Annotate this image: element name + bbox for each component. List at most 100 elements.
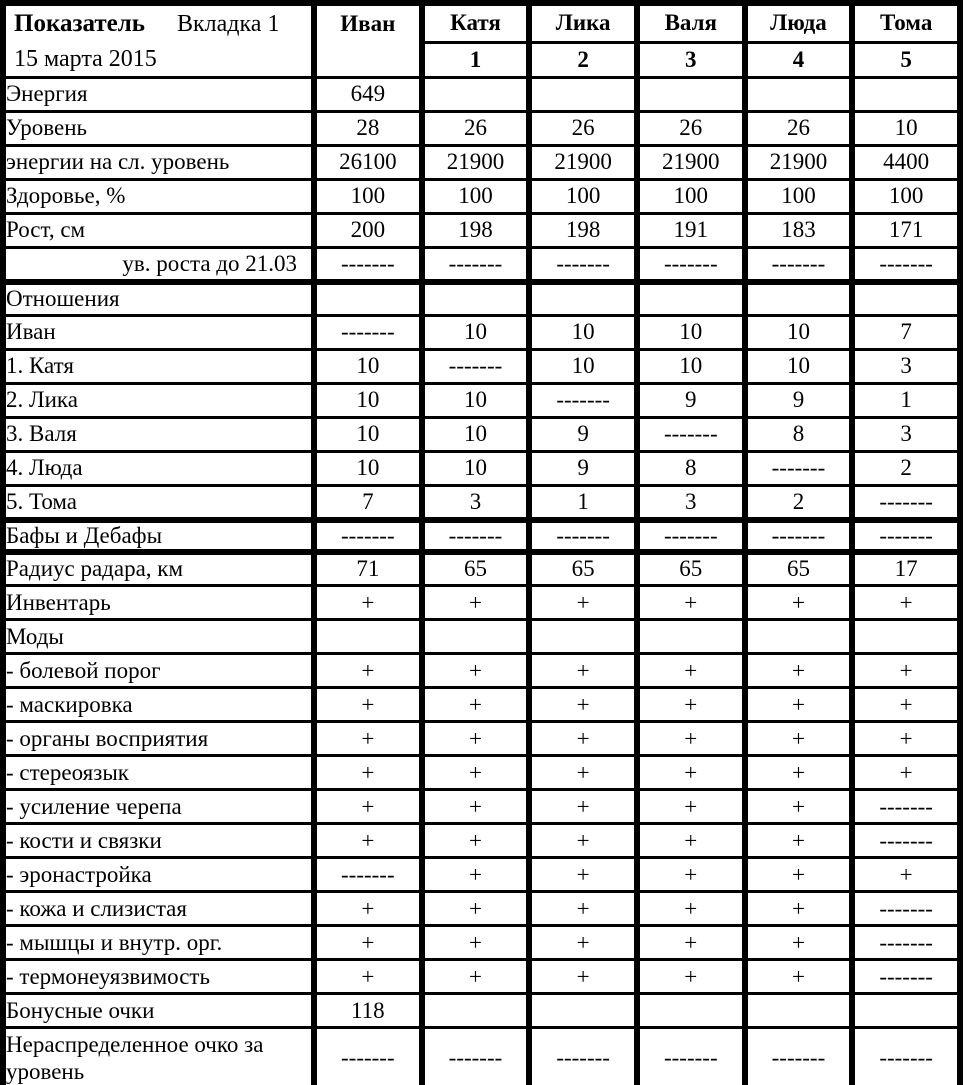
row-label: - органы восприятия [0, 720, 317, 758]
row-label: 4. Люда [0, 450, 317, 487]
table-cell [849, 992, 963, 1030]
table-cell: 21900 [633, 144, 748, 181]
table-cell: + [418, 856, 533, 894]
table-cell: + [418, 924, 533, 962]
table-cell: 10 [526, 348, 640, 385]
row-label: Уровень [0, 110, 317, 147]
table-cell: + [633, 822, 748, 860]
table-cell [741, 618, 856, 656]
table-cell: + [741, 652, 856, 690]
table-cell: 9 [526, 450, 640, 487]
table-cell: ------- [849, 246, 963, 285]
table-cell: 9 [741, 382, 856, 419]
table-cell: ------- [526, 246, 640, 285]
table-cell: 71 [311, 550, 425, 588]
table-cell: 10 [633, 348, 748, 385]
header-title-line: Показатель Вкладка 1 [9, 6, 308, 43]
row-label: - болевой порог [0, 652, 317, 690]
table-cell: ------- [311, 517, 425, 555]
table-cell [741, 992, 856, 1030]
table-cell: 100 [633, 178, 748, 215]
table-cell: + [311, 720, 425, 758]
table-cell: + [633, 652, 748, 690]
table-cell: ------- [418, 1026, 533, 1085]
table-row: - органы восприятия + + + + + + [0, 720, 963, 758]
table-cell: 10 [418, 314, 533, 351]
table-cell: + [526, 754, 640, 792]
table-cell: + [526, 890, 640, 928]
column-number: 2 [526, 40, 640, 80]
row-label: ув. роста до 21.03 [0, 246, 317, 285]
table-cell: + [418, 686, 533, 724]
row-label: Радиус радара, км [0, 550, 317, 588]
table-cell: + [311, 890, 425, 928]
table-cell: 2 [849, 450, 963, 487]
table-cell: + [849, 584, 963, 622]
table-cell: + [418, 754, 533, 792]
table-cell: ------- [849, 1026, 963, 1085]
table-cell: 10 [311, 416, 425, 453]
table-cell: 118 [311, 992, 425, 1030]
table-cell: + [741, 788, 856, 826]
table-cell: + [849, 856, 963, 894]
table-cell: + [311, 822, 425, 860]
column-number: 4 [741, 40, 856, 80]
table-cell: 100 [311, 178, 425, 215]
date-label: 15 марта 2015 [14, 45, 157, 72]
table-row: 3. Валя 10 10 9 ------- 8 3 [0, 416, 963, 453]
table-cell [526, 76, 640, 113]
header-row-numbers: 1 2 3 4 5 [3, 40, 963, 80]
table-cell: + [741, 584, 856, 622]
table-row: энергии на сл. уровень 26100 21900 21900 219… [0, 144, 963, 181]
table-cell: + [741, 754, 856, 792]
row-label: - термонеуязвимость [0, 958, 317, 996]
table-cell: + [741, 822, 856, 860]
table-cell: 7 [849, 314, 963, 351]
table-cell: 21900 [526, 144, 640, 181]
table-cell [633, 618, 748, 656]
table-cell: 21900 [741, 144, 856, 181]
row-label: Энергия [0, 76, 317, 113]
table-row: - стереоязык + + + + + + [0, 754, 963, 792]
table-cell: + [741, 958, 856, 996]
table-cell: + [418, 822, 533, 860]
table-row: Здоровье, % 100 100 100 100 100 100 [0, 178, 963, 215]
table-cell: 191 [633, 212, 748, 249]
table-cell: 10 [311, 450, 425, 487]
row-label: Бафы и Дебафы [0, 517, 317, 555]
table-row: 5. Тома 7 3 1 3 2 ------- [0, 484, 963, 523]
table-cell: + [526, 686, 640, 724]
table-row: ув. роста до 21.03 ------- ------- ------- -… [0, 246, 963, 285]
table-cell: ------- [741, 450, 856, 487]
table-cell: ------- [633, 1026, 748, 1085]
table-cell [311, 280, 425, 317]
table-cell: + [311, 652, 425, 690]
table-cell: + [418, 890, 533, 928]
table-cell: + [526, 856, 640, 894]
table-header: Показатель Вкладка 1 15 марта 2015 Иван … [0, 1, 963, 80]
table-cell: ------- [526, 1026, 640, 1085]
table-row: - кожа и слизистая + + + + + ------- [0, 890, 963, 928]
table-cell: + [741, 720, 856, 758]
table-cell: + [311, 788, 425, 826]
table-cell: + [311, 584, 425, 622]
table-cell: + [418, 958, 533, 996]
table-cell: 1 [526, 484, 640, 523]
column-header-lyuda: Люда [741, 1, 856, 44]
table-cell [741, 76, 856, 113]
row-label: Здоровье, % [0, 178, 317, 215]
table-cell: 200 [311, 212, 425, 249]
column-name: Иван [340, 11, 396, 37]
table-cell: + [526, 958, 640, 996]
table-cell: + [849, 720, 963, 758]
row-label: 5. Тома [0, 484, 317, 523]
table-row: - кости и связки + + + + + ------- [0, 822, 963, 860]
header-label-cell: Показатель Вкладка 1 15 марта 2015 [0, 1, 317, 79]
table-cell [741, 280, 856, 317]
table-cell: 10 [849, 110, 963, 147]
table-cell: + [633, 754, 748, 792]
table-cell: ------- [633, 246, 748, 285]
table-cell: ------- [418, 246, 533, 285]
